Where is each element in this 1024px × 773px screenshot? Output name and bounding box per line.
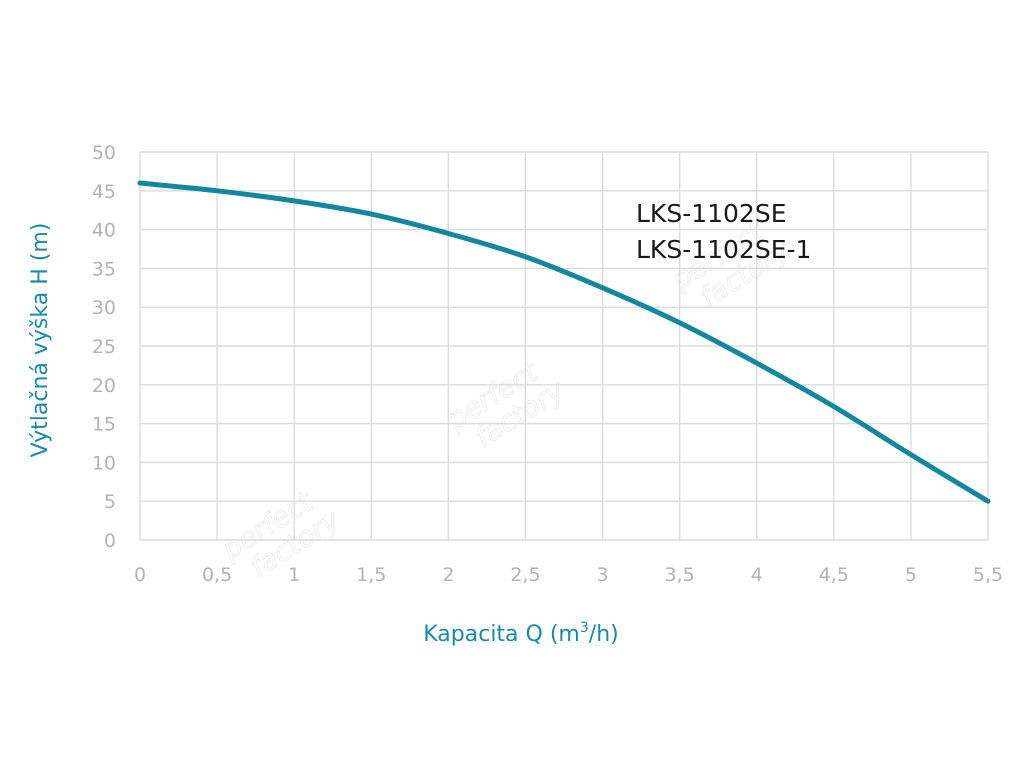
y-tick-label: 25: [92, 336, 116, 358]
x-tick-label: 0,5: [202, 564, 232, 586]
x-axis-title: Kapacita Q (m3/h): [423, 620, 618, 647]
x-tick-label: 5: [905, 564, 917, 586]
x-tick-label: 2: [442, 564, 454, 586]
model-label-1: LKS-1102SE: [636, 199, 787, 228]
x-tick-label: 5,5: [973, 564, 1003, 586]
y-tick-label: 0: [104, 530, 116, 552]
y-axis-title: Výtlačná výška H (m): [28, 223, 53, 458]
x-tick-label: 0: [134, 564, 146, 586]
x-tick-label: 1,5: [356, 564, 386, 586]
x-tick-labels: 0 0,5 1 1,5 2 2,5 3 3,5 4 4,5 5 5,5: [134, 564, 1003, 586]
y-tick-label: 45: [92, 181, 116, 203]
y-tick-labels: 0 5 10 15 20 25 30 35 40 45 50: [92, 142, 116, 552]
y-tick-label: 5: [104, 491, 116, 513]
watermark: perfectfactoryperfectfactoryperfectfacto…: [215, 214, 796, 592]
x-tick-label: 4,5: [819, 564, 849, 586]
y-tick-label: 10: [92, 452, 116, 474]
x-tick-label: 3: [596, 564, 608, 586]
y-tick-label: 30: [92, 297, 116, 319]
y-tick-label: 15: [92, 414, 116, 436]
x-tick-label: 2,5: [510, 564, 540, 586]
y-tick-label: 40: [92, 220, 116, 242]
grid: [139, 151, 989, 541]
watermark-text-1: perfectfactory: [215, 478, 345, 592]
model-label-2: LKS-1102SE-1: [636, 235, 811, 264]
series-line-1: [137, 180, 991, 504]
watermark-text-2: perfectfactory: [440, 348, 570, 462]
y-tick-label: 20: [92, 375, 116, 397]
x-tick-label: 1: [288, 564, 300, 586]
series-layer: [137, 180, 991, 504]
x-tick-label: 3,5: [665, 564, 695, 586]
x-tick-label: 4: [751, 564, 763, 586]
y-tick-label: 35: [92, 258, 116, 280]
model-annotation: LKS-1102SE LKS-1102SE-1: [636, 199, 811, 264]
y-tick-label: 50: [92, 142, 116, 164]
